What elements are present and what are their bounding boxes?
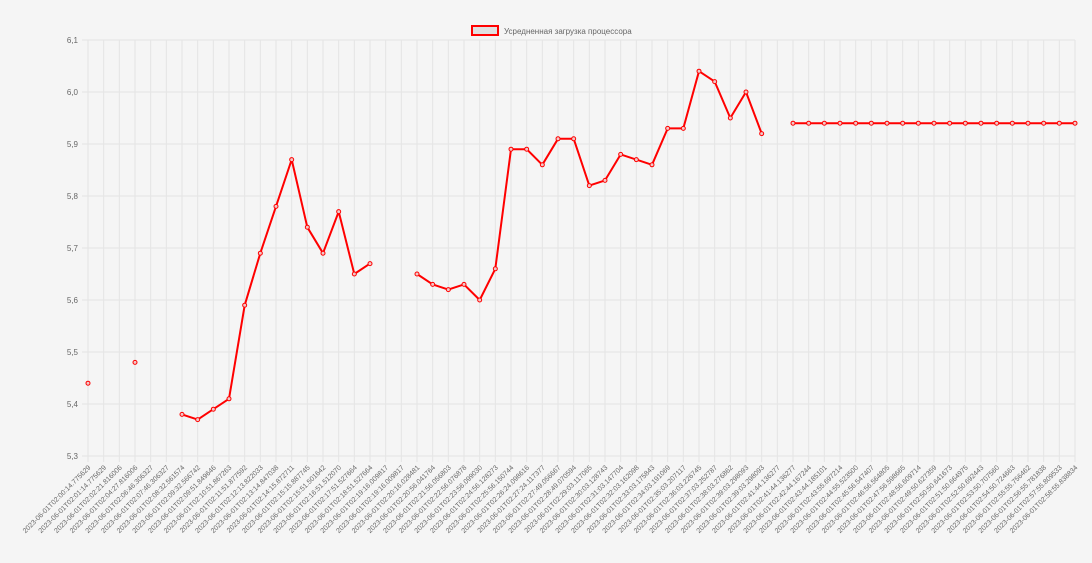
series-lines: [181, 70, 1075, 421]
data-point[interactable]: [257, 250, 263, 256]
data-point[interactable]: [712, 79, 718, 85]
y-tick-label: 5,3: [67, 452, 79, 461]
series-points: [85, 68, 1078, 423]
data-point[interactable]: [351, 271, 357, 277]
data-point[interactable]: [508, 146, 514, 152]
data-point[interactable]: [1041, 120, 1047, 126]
data-point[interactable]: [320, 250, 326, 256]
y-axis-ticks: 5,3 5,4 5,5 5,6 5,7 5,8 5,9 6,0 6,1: [67, 36, 79, 461]
data-point[interactable]: [947, 120, 953, 126]
data-point[interactable]: [132, 359, 138, 365]
data-point[interactable]: [743, 89, 749, 95]
y-tick-label: 5,4: [67, 400, 79, 409]
data-point[interactable]: [900, 120, 906, 126]
data-point[interactable]: [696, 68, 702, 74]
data-point[interactable]: [853, 120, 859, 126]
y-tick-label: 6,0: [67, 88, 79, 97]
data-point[interactable]: [524, 146, 530, 152]
data-point[interactable]: [806, 120, 812, 126]
data-point[interactable]: [492, 266, 498, 272]
data-point[interactable]: [414, 271, 420, 277]
data-point[interactable]: [226, 396, 232, 402]
data-point[interactable]: [539, 162, 545, 168]
data-point[interactable]: [1009, 120, 1015, 126]
data-point[interactable]: [665, 125, 671, 131]
data-point[interactable]: [242, 302, 248, 308]
data-point[interactable]: [461, 281, 467, 287]
data-point[interactable]: [179, 411, 185, 417]
data-point[interactable]: [210, 406, 216, 412]
data-point[interactable]: [289, 157, 295, 163]
data-point[interactable]: [430, 281, 436, 287]
y-tick-label: 5,9: [67, 140, 79, 149]
data-point[interactable]: [602, 177, 608, 183]
data-point[interactable]: [759, 131, 765, 137]
data-point[interactable]: [884, 120, 890, 126]
data-point[interactable]: [978, 120, 984, 126]
data-point[interactable]: [555, 136, 561, 142]
data-point[interactable]: [1056, 120, 1062, 126]
y-tick-label: 5,6: [67, 296, 79, 305]
data-point[interactable]: [571, 136, 577, 142]
legend-swatch[interactable]: [471, 25, 499, 36]
data-point[interactable]: [994, 120, 1000, 126]
y-tick-label: 5,5: [67, 348, 79, 357]
data-point[interactable]: [586, 183, 592, 189]
data-point[interactable]: [618, 151, 624, 157]
data-point[interactable]: [915, 120, 921, 126]
grid: [82, 39, 1076, 462]
data-point[interactable]: [336, 209, 342, 215]
data-point[interactable]: [680, 125, 686, 131]
data-point[interactable]: [790, 120, 796, 126]
data-point[interactable]: [649, 162, 655, 168]
data-point[interactable]: [445, 287, 451, 293]
data-point[interactable]: [367, 261, 373, 267]
data-point[interactable]: [477, 297, 483, 303]
data-point[interactable]: [304, 224, 310, 230]
y-tick-label: 5,7: [67, 244, 79, 253]
data-point[interactable]: [1072, 120, 1078, 126]
y-tick-label: 6,1: [67, 36, 79, 45]
data-point[interactable]: [85, 380, 91, 386]
legend-label[interactable]: Усредненная загрузка процессора: [504, 27, 632, 36]
data-point[interactable]: [837, 120, 843, 126]
data-point[interactable]: [633, 157, 639, 163]
data-point[interactable]: [931, 120, 937, 126]
data-point[interactable]: [962, 120, 968, 126]
y-tick-label: 5,8: [67, 192, 79, 201]
data-point[interactable]: [821, 120, 827, 126]
legend[interactable]: Усредненная загрузка процессора: [471, 25, 632, 36]
data-point[interactable]: [1025, 120, 1031, 126]
x-axis-ticks: 2023-06-01T02:00:14.7756292023-06-01T02:…: [22, 464, 1080, 535]
data-point[interactable]: [868, 120, 874, 126]
data-point[interactable]: [195, 417, 201, 423]
data-point[interactable]: [273, 203, 279, 209]
data-point[interactable]: [727, 115, 733, 121]
